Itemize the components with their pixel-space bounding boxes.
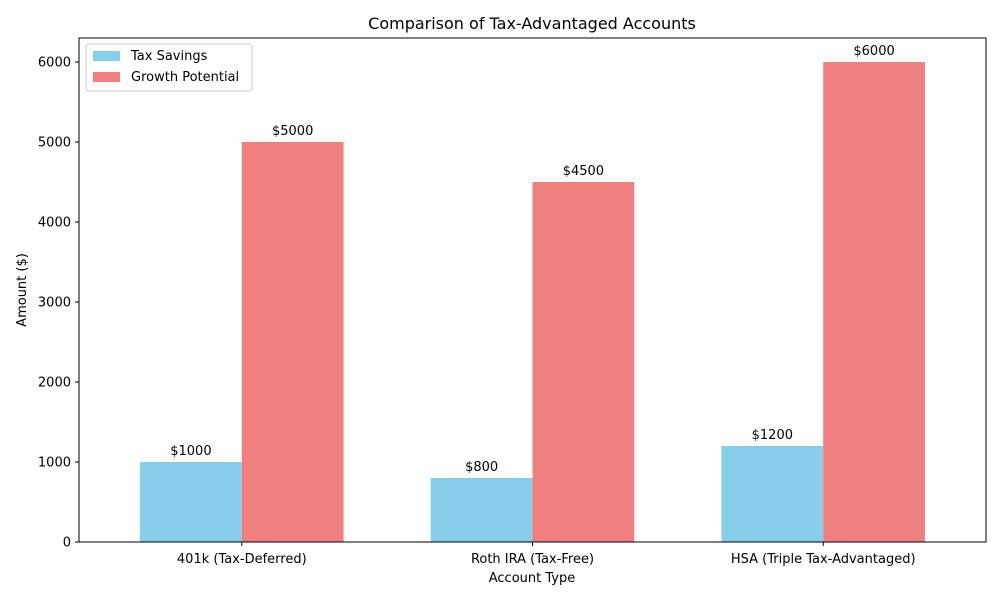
x-tick-label: Roth IRA (Tax-Free) xyxy=(471,552,594,567)
data-labels-layer: $1000 $800 $1200 $5000 $4500 $6000 xyxy=(170,44,895,475)
x-axis-title: Account Type xyxy=(489,571,575,586)
legend-box xyxy=(85,43,253,92)
y-tick-label: 6000 xyxy=(38,56,71,71)
y-tick-label: 1000 xyxy=(38,456,71,471)
bar-tax-savings-0 xyxy=(140,462,242,542)
data-label-growth-potential-2: $6000 xyxy=(853,44,894,59)
bar-tax-savings-2 xyxy=(721,446,824,542)
y-tick-label: 2000 xyxy=(38,376,71,391)
y-tick-label: 4000 xyxy=(38,216,71,231)
data-label-growth-potential-1: $4500 xyxy=(563,164,604,179)
y-axis-title: Amount ($) xyxy=(15,253,30,327)
bars-layer xyxy=(140,62,925,542)
legend: Tax Savings Growth Potential xyxy=(85,43,253,92)
data-label-tax-savings-2: $1200 xyxy=(752,428,793,443)
bar-growth-potential-2 xyxy=(823,62,925,542)
y-axis: 0 1000 2000 3000 4000 5000 6000 xyxy=(38,56,79,551)
x-tick-label: 401k (Tax-Deferred) xyxy=(177,552,307,567)
data-label-tax-savings-1: $800 xyxy=(465,460,498,475)
chart-title: Comparison of Tax-Advantaged Accounts xyxy=(368,14,696,33)
legend-label-growth-potential: Growth Potential xyxy=(131,70,239,85)
legend-swatch-tax-savings xyxy=(93,51,120,61)
y-tick-label: 5000 xyxy=(38,136,71,151)
bar-tax-savings-1 xyxy=(430,478,533,542)
y-tick-label: 0 xyxy=(63,536,71,551)
x-axis: 401k (Tax-Deferred) Roth IRA (Tax-Free) HS… xyxy=(177,542,916,567)
legend-label-tax-savings: Tax Savings xyxy=(130,49,208,64)
legend-swatch-growth-potential xyxy=(93,72,120,82)
bar-growth-potential-0 xyxy=(241,142,344,542)
y-tick-label: 3000 xyxy=(38,296,71,311)
bar-growth-potential-1 xyxy=(532,182,635,542)
data-label-tax-savings-0: $1000 xyxy=(170,444,211,459)
data-label-growth-potential-0: $5000 xyxy=(272,124,313,139)
x-tick-label: HSA (Triple Tax-Advantaged) xyxy=(731,552,916,567)
